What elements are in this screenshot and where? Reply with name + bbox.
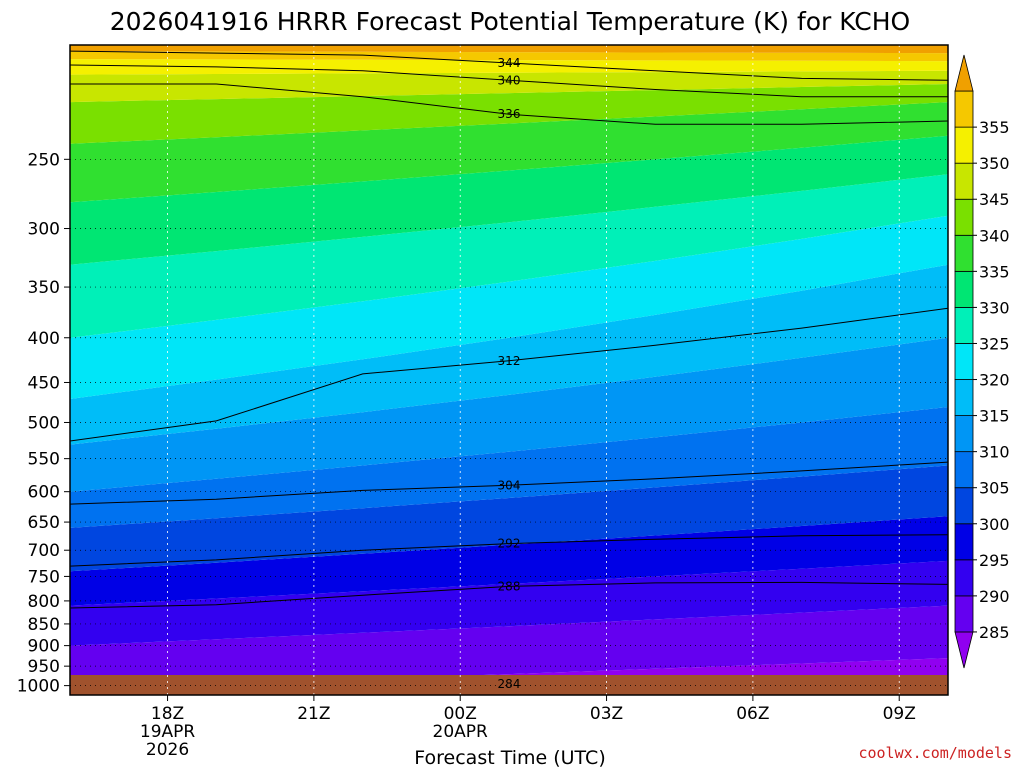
contour-label: 288 [498, 579, 521, 593]
colorbar-legend: 285 290 295 300 305 310 315 320 325 330 335 340 345 3… [954, 54, 1010, 669]
temperature-band [70, 560, 948, 646]
isentrope-line [70, 534, 948, 567]
colorbar-swatch [954, 162, 974, 200]
contour-labels: 284 288 292 304 312 336 340 344 [498, 56, 521, 691]
colorbar-swatch [954, 595, 974, 633]
contour-label: 284 [498, 677, 521, 691]
colorbar-label: 305 [979, 479, 1010, 498]
y-tick-label: 550 [28, 450, 60, 470]
y-tick-label: 700 [28, 541, 60, 561]
colorbar-swatch [954, 307, 974, 344]
y-tick-label: 300 [28, 220, 60, 240]
colorbar-label: 295 [979, 551, 1010, 570]
colorbar-swatch [954, 487, 974, 525]
x-tick-label: 06Z [736, 704, 769, 724]
colorbar-swatch [954, 198, 974, 236]
y-tick-label: 250 [28, 150, 60, 170]
isentrope-line [70, 581, 948, 609]
y-tick-label: 1000 [17, 677, 60, 697]
temperature-band [70, 407, 948, 528]
colorbar-label: 285 [979, 623, 1010, 642]
contour-label: 340 [498, 73, 521, 87]
temperature-band [70, 215, 948, 399]
contour-label: 312 [498, 354, 521, 368]
colorbar-swatch [954, 631, 974, 669]
y-tick-label: 600 [28, 483, 60, 503]
colorbar-swatch [954, 343, 974, 380]
colorbar-label: 350 [979, 154, 1010, 173]
y-tick-label: 500 [28, 413, 60, 433]
colorbar-label: 330 [979, 298, 1010, 317]
chart-title: 2026041916 HRRR Forecast Potential Tempe… [110, 7, 911, 36]
y-tick-label: 900 [28, 637, 60, 657]
temperature-band [70, 264, 948, 445]
y-tick-label: 650 [28, 513, 60, 533]
y-tick-label: 950 [28, 657, 60, 677]
colorbar-label: 345 [979, 190, 1010, 209]
credit-link[interactable]: coolwx.com/models [858, 744, 1012, 762]
colorbar-swatch [954, 523, 974, 561]
temperature-band [70, 516, 948, 606]
y-tick-label: 750 [28, 567, 60, 587]
x-tick-label: 2026 [146, 740, 189, 760]
colorbar-swatch [954, 126, 974, 164]
x-tick-label: 20APR [433, 722, 489, 742]
contour-label: 304 [498, 478, 521, 492]
y-tick-label: 450 [28, 373, 60, 393]
colorbar-swatch [954, 234, 974, 272]
plot-area: 284 288 292 304 312 336 340 344 [69, 44, 949, 696]
x-tick-label: 03Z [590, 704, 623, 724]
isentrope-line [70, 50, 948, 81]
plot-frame [69, 44, 949, 696]
temperature-band [70, 59, 948, 75]
colorbar-swatch [954, 415, 974, 453]
colorbar-label: 325 [979, 334, 1010, 353]
colorbar-label: 290 [979, 587, 1010, 606]
colorbar-swatch [954, 54, 974, 92]
contour-label: 344 [498, 56, 521, 70]
colorbar-label: 320 [979, 371, 1010, 390]
colorbar-swatch [954, 379, 974, 416]
x-tick-label: 00Z [444, 704, 477, 724]
y-tick-label: 850 [28, 615, 60, 635]
isentrope-line [70, 83, 948, 125]
x-tick-label: 19APR [140, 722, 196, 742]
colorbar-swatch [954, 559, 974, 597]
colorbar-label: 310 [979, 443, 1010, 462]
temperature-band [70, 465, 948, 572]
isentrope-line [70, 307, 948, 442]
x-axis-title: Forecast Time (UTC) [414, 747, 605, 768]
temperature-band [70, 102, 948, 203]
colorbar-label: 300 [979, 515, 1010, 534]
colorbar-label: 335 [979, 262, 1010, 281]
contour-label: 336 [498, 107, 521, 121]
temperature-band [70, 135, 948, 265]
y-tick-label: 400 [28, 329, 60, 349]
colorbar-label: 315 [979, 407, 1010, 426]
y-tick-label: 800 [28, 592, 60, 612]
contour-label: 292 [498, 537, 521, 551]
colorbar-swatch [954, 90, 974, 128]
grid-lines [70, 45, 948, 695]
x-tick-label: 18Z [151, 704, 184, 724]
colorbar-swatch [954, 270, 974, 308]
temperature-band [70, 174, 948, 338]
terrain-surface [70, 675, 948, 695]
colorbar-label: 355 [979, 118, 1010, 137]
y-tick-label: 350 [28, 278, 60, 298]
temperature-band [70, 70, 948, 103]
temperature-band [70, 605, 948, 690]
isentrope-line [70, 461, 948, 505]
pressure-axis: 2503003504004505005506006507007508008509… [17, 150, 70, 697]
temperature-band [70, 337, 948, 492]
colorbar-swatch [954, 451, 974, 489]
x-tick-label: 09Z [883, 704, 916, 724]
isentrope-line [70, 64, 948, 98]
colorbar-label: 340 [979, 226, 1010, 245]
x-tick-label: 21Z [297, 704, 330, 724]
temperature-band [70, 45, 948, 54]
